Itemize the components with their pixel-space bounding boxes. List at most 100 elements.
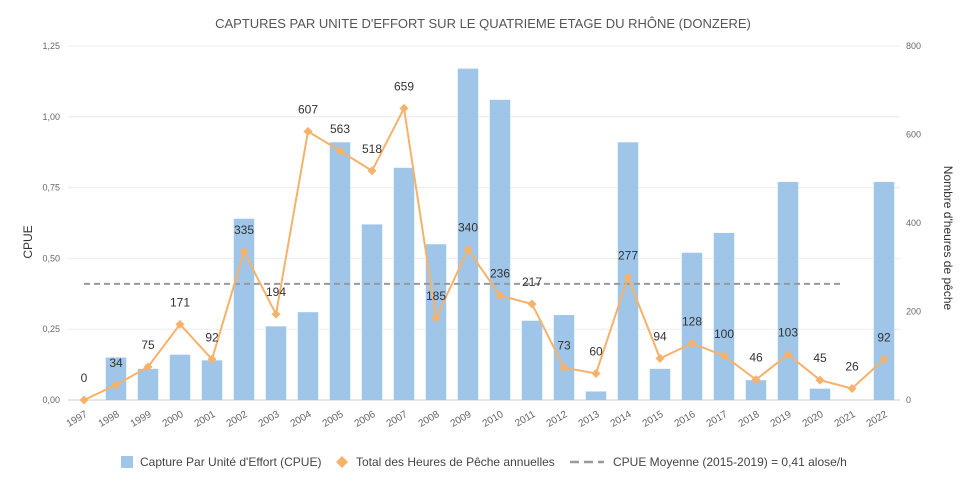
- x-tick-label: 1999: [129, 409, 154, 430]
- x-tick-label: 2022: [865, 409, 890, 430]
- hours-data-label: 277: [618, 248, 638, 262]
- hours-point: [879, 354, 889, 364]
- hours-point: [559, 363, 569, 373]
- hours-data-label: 34: [109, 356, 123, 370]
- y2-tick-label: 400: [906, 218, 921, 228]
- x-tick-label: 2019: [769, 409, 794, 430]
- hours-point: [463, 245, 473, 255]
- hours-point: [719, 351, 729, 361]
- hours-series-line: [83, 105, 885, 401]
- cpue-bar: [297, 312, 319, 400]
- cpue-bar: [745, 380, 767, 400]
- x-tick-label: 2020: [801, 409, 826, 430]
- hours-data-label: 103: [778, 325, 798, 339]
- cpue-bar: [617, 142, 639, 400]
- legend: Capture Par Unité d'Effort (CPUE) Total d…: [121, 455, 847, 469]
- legend-label-mean: CPUE Moyenne (2015-2019) = 0,41 alose/h: [613, 455, 847, 469]
- cpue-bar: [553, 315, 575, 400]
- cpue-bar: [713, 232, 735, 400]
- hours-data-label: 92: [205, 330, 219, 344]
- grid: [68, 45, 900, 401]
- cpue-bar: [873, 181, 895, 400]
- hours-data-label: 340: [458, 221, 478, 235]
- hours-line-group: [79, 103, 889, 405]
- cpue-bar: [649, 368, 671, 400]
- hours-point: [111, 380, 121, 390]
- hours-point: [335, 146, 345, 156]
- hours-point: [175, 319, 185, 329]
- hours-data-label: 518: [362, 142, 382, 156]
- x-tick-label: 2000: [161, 409, 186, 430]
- cpue-bar: [521, 320, 543, 400]
- hours-data-label: 73: [557, 339, 571, 353]
- hours-data-label: 46: [749, 351, 763, 365]
- x-tick-label: 2017: [705, 409, 730, 430]
- hours-data-label: 60: [589, 344, 603, 358]
- cpue-bar: [457, 68, 479, 400]
- x-tick-label: 2008: [417, 409, 442, 430]
- hours-data-label: 236: [490, 267, 510, 281]
- hours-data-label: 100: [714, 327, 734, 341]
- x-tick-label: 2010: [481, 409, 506, 430]
- hours-point: [239, 247, 249, 257]
- hours-point: [495, 291, 505, 301]
- cpue-bar: [105, 357, 127, 400]
- x-tick-label: 2012: [545, 409, 570, 430]
- x-tick-label: 2007: [385, 409, 410, 430]
- cpue-bar: [265, 326, 287, 400]
- hours-data-label: 92: [877, 330, 891, 344]
- x-tick-label: 2016: [673, 409, 698, 430]
- hours-data-label: 659: [394, 79, 414, 93]
- x-tick-label: 2014: [609, 409, 634, 430]
- hours-data-label: 185: [426, 289, 446, 303]
- y-tick-label: 0,25: [42, 324, 60, 334]
- hours-point: [271, 309, 281, 319]
- hours-point: [367, 166, 377, 176]
- y-tick-label: 1,00: [42, 112, 60, 122]
- bars: [105, 68, 895, 401]
- hours-point: [79, 395, 89, 405]
- hours-data-label: 75: [141, 338, 155, 352]
- hours-point: [687, 338, 697, 348]
- hours-point: [623, 272, 633, 282]
- hours-data-label: 171: [170, 295, 190, 309]
- hours-point: [527, 299, 537, 309]
- hours-point: [303, 126, 313, 136]
- hours-data-label: 217: [522, 275, 542, 289]
- y-tick-label: 0,50: [42, 253, 60, 263]
- hours-data-label: 94: [653, 329, 667, 343]
- hours-data-label: 194: [266, 285, 286, 299]
- data-labels: 0 34 75 171 92 335 194 607 563 518 659 185 340 236 217…: [81, 79, 891, 385]
- x-tick-label: 2011: [513, 409, 538, 429]
- legend-label-cpue: Capture Par Unité d'Effort (CPUE): [140, 455, 321, 469]
- legend-swatch-cpue: [121, 456, 133, 468]
- x-tick-label: 2018: [737, 409, 762, 430]
- hours-point: [143, 362, 153, 372]
- hours-point: [751, 375, 761, 385]
- hours-point: [431, 313, 441, 323]
- y-axis-label: CPUE: [21, 225, 35, 258]
- x-tick-label: 2005: [321, 409, 346, 430]
- cpue-bar: [233, 218, 255, 400]
- y-tick-label: 0,00: [42, 395, 60, 405]
- cpue-bar: [809, 388, 831, 400]
- x-tick-label: 2004: [289, 409, 314, 430]
- cpue-bar: [489, 99, 511, 401]
- hours-point: [783, 349, 793, 359]
- cpue-bar: [361, 224, 383, 400]
- hours-point: [815, 375, 825, 385]
- y2-tick-label: 200: [906, 307, 921, 317]
- x-tick-label: 2015: [641, 409, 666, 430]
- cpue-bar: [201, 360, 223, 400]
- x-tick-label: 2013: [577, 409, 602, 430]
- x-tick-label: 2001: [193, 409, 218, 430]
- y-tick-label: 0,75: [42, 183, 60, 193]
- chart-title: CAPTURES PAR UNITE D'EFFORT SUR LE QUATR…: [215, 16, 751, 31]
- hours-point: [591, 368, 601, 378]
- cpue-bar: [169, 354, 191, 400]
- x-tick-label: 2021: [833, 409, 858, 430]
- hours-data-label: 26: [845, 359, 859, 373]
- cpue-bar: [777, 181, 799, 400]
- y2-tick-label: 800: [906, 41, 921, 51]
